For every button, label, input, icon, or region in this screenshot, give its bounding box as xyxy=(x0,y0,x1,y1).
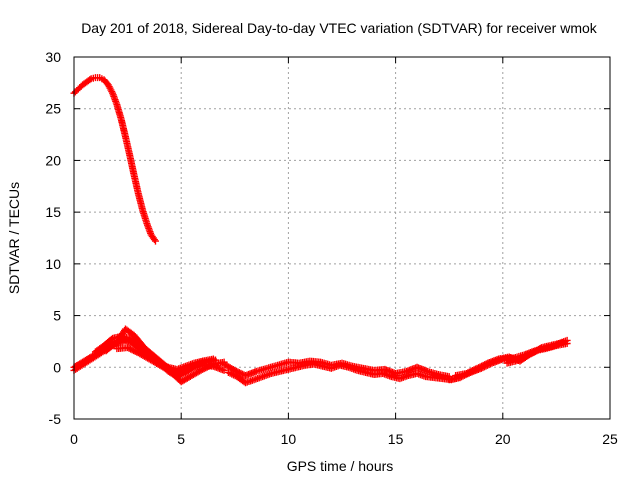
data-point xyxy=(478,362,486,370)
data-point xyxy=(481,361,489,369)
data-point xyxy=(125,344,133,352)
y-tick-label: 30 xyxy=(45,49,61,65)
y-tick-label: 5 xyxy=(53,308,61,324)
data-point xyxy=(130,347,138,355)
data-point xyxy=(200,365,208,373)
data-point xyxy=(465,368,473,376)
data-point xyxy=(563,336,571,344)
y-tick-label: 10 xyxy=(45,256,61,272)
x-tick-label: 20 xyxy=(495,431,511,447)
data-point xyxy=(197,366,205,374)
y-axis-label: SDTVAR / TECUs xyxy=(6,182,22,294)
series-1 xyxy=(70,74,159,245)
x-tick-label: 0 xyxy=(70,431,78,447)
x-tick-label: 25 xyxy=(602,431,618,447)
data-point xyxy=(238,370,246,378)
series-6 xyxy=(113,344,217,377)
chart-title: Day 201 of 2018, Sidereal Day-to-day VTE… xyxy=(81,20,598,36)
data-point xyxy=(209,355,217,363)
data-point xyxy=(232,367,240,375)
data-point xyxy=(470,366,478,374)
x-axis-label: GPS time / hours xyxy=(287,458,394,474)
data-point xyxy=(220,366,228,374)
y-tick-label: 0 xyxy=(53,359,61,375)
data-point xyxy=(124,344,132,352)
data-point xyxy=(128,346,136,354)
data-point xyxy=(476,363,484,371)
data-point xyxy=(197,358,205,366)
data-point xyxy=(467,367,475,375)
data-point xyxy=(150,236,158,244)
y-tick-label: 20 xyxy=(45,152,61,168)
data-point xyxy=(472,365,480,373)
grid xyxy=(74,57,610,419)
tick-labels: 0 5 10 15 20 25 -5 0 5 10 15 20 25 30 xyxy=(45,49,618,447)
data-point xyxy=(127,345,135,353)
data-point xyxy=(482,360,490,368)
x-tick-label: 15 xyxy=(388,431,404,447)
data-point xyxy=(464,369,472,377)
data-point xyxy=(235,369,243,377)
y-tick-label: -5 xyxy=(49,411,62,427)
plot-frame xyxy=(73,56,611,420)
series-11 xyxy=(503,336,571,367)
data-point xyxy=(468,367,476,375)
data-points xyxy=(70,74,571,387)
data-point xyxy=(479,361,487,369)
data-point xyxy=(229,366,237,374)
y-tick-label: 25 xyxy=(45,101,61,117)
data-point xyxy=(199,365,207,373)
data-point xyxy=(462,369,470,377)
data-point xyxy=(473,364,481,372)
data-point xyxy=(234,368,242,376)
data-point xyxy=(131,347,139,355)
data-point xyxy=(151,237,159,245)
data-point xyxy=(475,364,483,372)
data-point xyxy=(202,364,210,372)
data-point xyxy=(536,344,544,352)
data-point xyxy=(86,76,94,84)
data-point xyxy=(165,367,173,375)
data-point xyxy=(133,348,141,356)
series-8 xyxy=(220,357,453,381)
y-tick-label: 15 xyxy=(45,204,61,220)
data-point xyxy=(237,369,245,377)
x-tick-label: 10 xyxy=(281,431,297,447)
data-point xyxy=(231,366,239,374)
x-tick-label: 5 xyxy=(177,431,185,447)
